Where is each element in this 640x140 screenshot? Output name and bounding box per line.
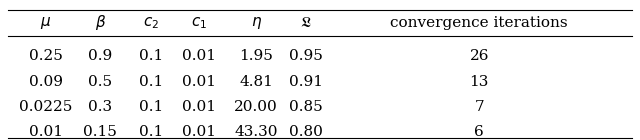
Text: 0.9: 0.9 [88,49,112,63]
Text: $c_1$: $c_1$ [191,15,207,31]
Text: $\mathfrak{L}$: $\mathfrak{L}$ [300,16,312,30]
Text: convergence iterations: convergence iterations [390,16,568,30]
Text: 0.09: 0.09 [29,75,63,89]
Text: 4.81: 4.81 [239,75,273,89]
Text: $\mu$: $\mu$ [40,15,52,31]
Text: 0.91: 0.91 [289,75,323,89]
Text: 0.1: 0.1 [139,49,163,63]
Text: 7: 7 [474,100,484,114]
Text: 0.1: 0.1 [139,125,163,139]
Text: 0.85: 0.85 [289,100,323,114]
Text: $\beta$: $\beta$ [95,13,106,32]
Text: 0.15: 0.15 [83,125,117,139]
Text: 0.95: 0.95 [289,49,323,63]
Text: 43.30: 43.30 [234,125,278,139]
Text: 0.80: 0.80 [289,125,323,139]
Text: 13: 13 [470,75,489,89]
Text: 0.5: 0.5 [88,75,112,89]
Text: 26: 26 [470,49,489,63]
Text: 0.1: 0.1 [139,100,163,114]
Text: 0.1: 0.1 [139,75,163,89]
Text: 0.0225: 0.0225 [19,100,73,114]
Text: 0.01: 0.01 [182,125,216,139]
Text: 0.01: 0.01 [182,100,216,114]
Text: 0.01: 0.01 [182,75,216,89]
Text: $c_2$: $c_2$ [143,15,159,31]
Text: 1.95: 1.95 [239,49,273,63]
Text: 0.25: 0.25 [29,49,63,63]
Text: $\eta$: $\eta$ [251,15,262,31]
Text: 0.01: 0.01 [182,49,216,63]
Text: 0.3: 0.3 [88,100,112,114]
Text: 6: 6 [474,125,484,139]
Text: 0.01: 0.01 [29,125,63,139]
Text: 20.00: 20.00 [234,100,278,114]
